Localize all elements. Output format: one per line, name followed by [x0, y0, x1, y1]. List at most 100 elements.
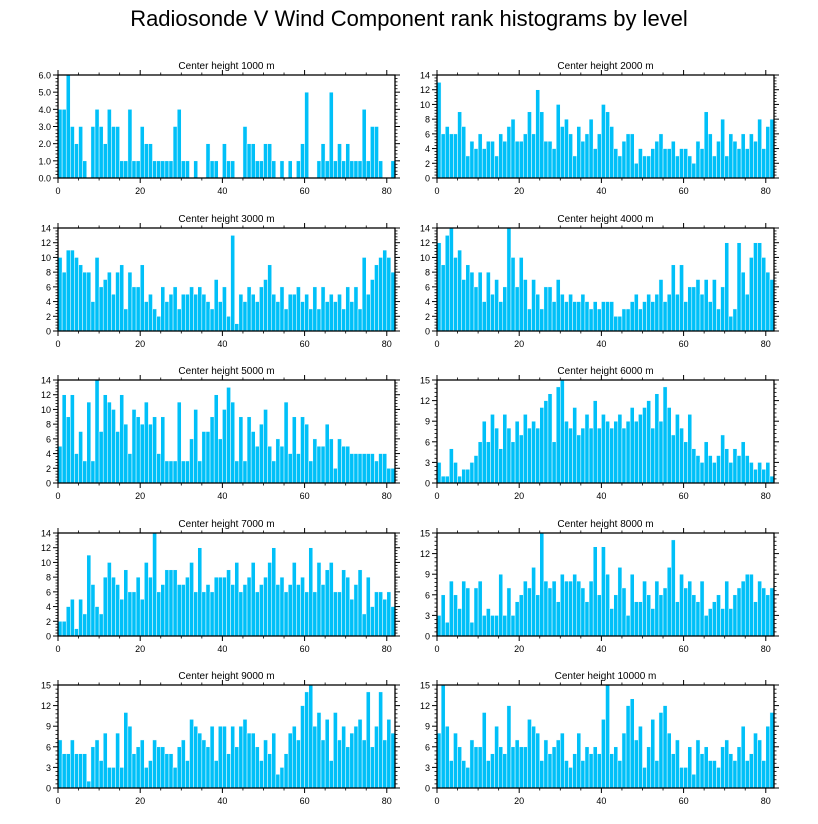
histogram-bar	[646, 746, 651, 789]
histogram-bar	[707, 301, 713, 332]
histogram-bar	[580, 293, 586, 332]
histogram-bar	[357, 453, 363, 484]
histogram-bar	[156, 160, 161, 179]
histogram-bar	[230, 160, 235, 179]
histogram-bar	[337, 591, 342, 637]
histogram-bar	[86, 401, 92, 484]
histogram-bar	[123, 712, 129, 789]
y-tick-label: 4	[425, 297, 430, 307]
histogram-bar	[345, 445, 351, 484]
histogram-bar	[609, 753, 614, 789]
histogram-bar	[279, 445, 285, 484]
histogram-bar	[757, 462, 762, 484]
histogram-bar	[671, 264, 676, 332]
x-tick-label: 0	[55, 339, 60, 349]
x-tick-label: 80	[761, 491, 771, 501]
y-tick-label: 12	[420, 549, 430, 559]
y-tick-label: 4	[425, 144, 430, 154]
histogram-bar	[687, 580, 693, 637]
histogram-bar	[226, 160, 231, 179]
y-tick-label: 15	[420, 529, 430, 539]
histogram-bar	[453, 257, 458, 332]
histogram-bar	[576, 126, 582, 179]
histogram-bar	[119, 598, 125, 637]
histogram-bar	[658, 420, 664, 484]
histogram-bar	[361, 739, 367, 789]
histogram-bar	[156, 746, 161, 789]
histogram-bar	[461, 760, 467, 789]
histogram-bar	[518, 257, 524, 332]
plot-frame	[436, 684, 775, 789]
histogram-bar	[255, 160, 260, 179]
histogram-bar	[481, 420, 487, 484]
x-tick-label: 20	[135, 796, 145, 806]
histogram-bar	[82, 160, 88, 179]
y-tick-label: 1.0	[38, 156, 51, 166]
y-tick-label: 14	[41, 529, 51, 539]
histogram-bar	[374, 591, 379, 637]
histogram-bar	[753, 242, 758, 332]
y-tick-label: 10	[420, 100, 430, 110]
histogram-bar	[168, 569, 174, 637]
histogram-bar	[74, 143, 79, 179]
histogram-bar	[613, 148, 619, 179]
histogram-bar	[658, 279, 664, 332]
histogram-bar	[621, 140, 627, 179]
histogram-bar	[283, 591, 289, 637]
y-tick-label: 2	[425, 312, 430, 322]
histogram-bar	[176, 584, 182, 637]
histogram-bar	[333, 301, 338, 332]
histogram-bar	[613, 420, 619, 484]
histogram-bar	[560, 293, 565, 332]
histogram-bar	[119, 394, 125, 484]
histogram-bar	[580, 760, 586, 789]
histogram-bar	[123, 423, 129, 484]
histogram-bar	[691, 774, 697, 789]
histogram-bar	[316, 562, 322, 637]
histogram-bar	[111, 576, 116, 637]
histogram-bar	[181, 293, 186, 332]
histogram-bar	[275, 438, 281, 484]
panel-title: Center height 9000 m	[178, 671, 274, 682]
histogram-bar	[560, 573, 565, 637]
y-tick-label: 3	[425, 763, 430, 773]
histogram-bar	[74, 453, 79, 484]
histogram-bar	[749, 753, 754, 789]
histogram-bar	[457, 608, 462, 637]
histogram-bar	[473, 286, 479, 332]
histogram-bar	[250, 293, 256, 332]
histogram-bar	[61, 271, 67, 332]
x-tick-label: 20	[514, 796, 524, 806]
histogram-bar	[539, 407, 545, 484]
x-tick-label: 60	[300, 644, 310, 654]
histogram-bar	[535, 293, 540, 332]
histogram-bar	[572, 155, 577, 179]
histogram-bar	[287, 160, 293, 179]
histogram-bar	[201, 431, 207, 484]
histogram-bar	[744, 293, 750, 332]
y-tick-label: 8	[425, 115, 430, 125]
histogram-bar	[547, 393, 553, 484]
histogram-bar	[765, 594, 771, 637]
histogram-bar	[675, 293, 680, 332]
histogram-bar	[440, 684, 446, 789]
histogram-bar	[740, 133, 746, 179]
histogram-bar	[94, 606, 100, 637]
histogram-bar	[707, 133, 713, 179]
histogram-bar	[765, 271, 771, 332]
histogram-bar	[90, 126, 96, 179]
plot-frame	[57, 227, 396, 332]
histogram-bar	[160, 746, 166, 789]
histogram-bar	[695, 140, 701, 179]
histogram-bar	[283, 308, 289, 332]
histogram-bar	[82, 460, 88, 484]
y-tick-label: 15	[41, 681, 51, 691]
histogram-bar	[588, 118, 594, 179]
histogram-bar	[267, 264, 272, 332]
x-tick-label: 20	[514, 644, 524, 654]
histogram-bar	[131, 753, 137, 789]
y-tick-label: 6	[425, 129, 430, 139]
histogram-bar	[502, 615, 508, 637]
histogram-bar	[386, 468, 392, 484]
histogram-bar	[382, 453, 388, 484]
